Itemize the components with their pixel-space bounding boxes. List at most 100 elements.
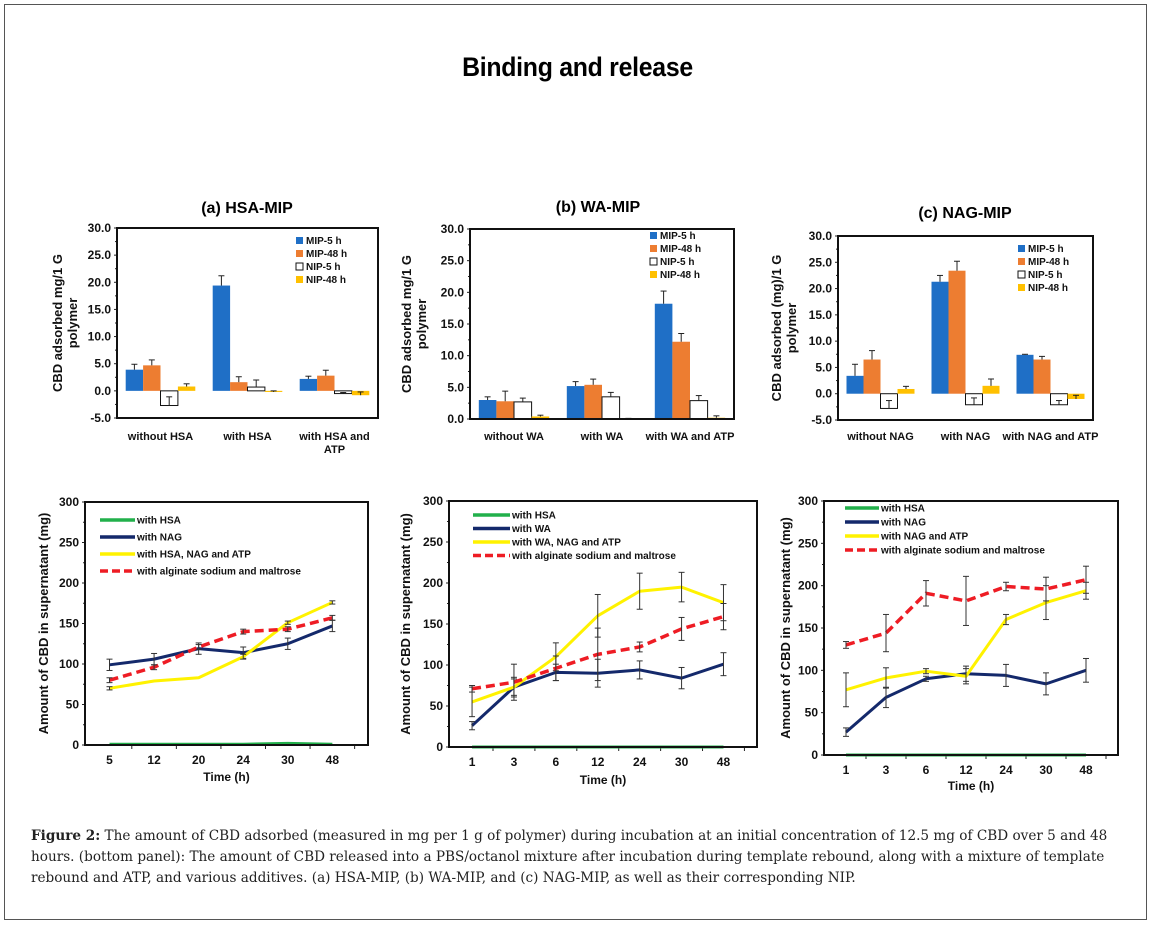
- legend-swatch-mip-48-h: [296, 250, 303, 257]
- bar-mip-5-h: [1016, 354, 1034, 394]
- y-tick-label: 50: [430, 699, 444, 713]
- legend-label: NIP-48 h: [306, 275, 346, 286]
- series-line-with-alginate-sodium-and-maltrose: [109, 616, 333, 682]
- legend-label: with alginate sodium and maltrose: [136, 567, 301, 578]
- x-tick-label: 12: [959, 763, 973, 777]
- x-tick-label: 30: [281, 753, 295, 767]
- y-tick-label: 15.0: [441, 317, 465, 331]
- figure-caption: Figure 2: The amount of CBD adsorbed (me…: [31, 826, 1131, 889]
- legend-label: MIP-5 h: [1028, 244, 1064, 255]
- x-tick-label: 3: [511, 755, 518, 769]
- bar-mip-48-h: [1033, 359, 1051, 394]
- bar-mip-5-h: [931, 281, 949, 394]
- y-tick-label: 25.0: [88, 248, 112, 262]
- y-tick-label: 10.0: [441, 349, 465, 363]
- y-tick-label: 30.0: [441, 222, 465, 236]
- chart-title: (a) HSA-MIP: [201, 200, 293, 217]
- y-tick-label: 200: [798, 579, 818, 593]
- plot-frame: [469, 228, 735, 420]
- y-tick-label: 0.0: [815, 387, 832, 401]
- x-tick-label: 3: [883, 763, 890, 777]
- plot-frame: [823, 500, 1119, 756]
- x-tick-label: 24: [633, 755, 647, 769]
- y-tick-label: 50: [66, 698, 80, 712]
- y-tick-label: 150: [798, 621, 818, 635]
- bar-mip-48-h: [863, 359, 881, 394]
- bar-nip-5-h: [1050, 393, 1068, 406]
- y-axis-label: CBD adsorbed mg/1 G: [399, 255, 414, 393]
- y-tick-label: 5.0: [94, 357, 111, 371]
- legend-swatch-mip-5-h: [650, 232, 657, 239]
- y-tick-label: 20.0: [441, 285, 465, 299]
- x-tick-label: 1: [843, 763, 850, 777]
- y-tick-label: 20.0: [88, 275, 112, 289]
- series-line-with-hsa-nag-and-atp: [109, 601, 333, 690]
- y-tick-label: 0: [811, 748, 818, 762]
- plot-frame: [84, 501, 369, 746]
- legend-label: with WA, NAG and ATP: [511, 538, 621, 549]
- bar-nip-48-h: [177, 386, 196, 391]
- legend-label: with HSA: [511, 511, 556, 522]
- x-category-label: with HSA: [222, 431, 271, 443]
- legend-swatch-nip-48-h: [1018, 284, 1025, 291]
- bar-mip-5-h: [299, 378, 318, 391]
- bar-mip-48-h: [584, 384, 602, 419]
- y-tick-label: 15.0: [809, 308, 833, 322]
- x-category-label: without WA: [483, 431, 544, 443]
- y-tick-label: -5.0: [811, 413, 832, 427]
- y-tick-label: 30.0: [88, 221, 112, 235]
- legend-swatch-nip-5-h: [1017, 270, 1026, 279]
- bar-mip-5-h: [125, 369, 144, 391]
- y-tick-label: 300: [59, 495, 79, 509]
- x-axis-label: Time (h): [948, 779, 994, 793]
- figure-title: Binding and release: [462, 52, 693, 82]
- y-axis-label: polymer: [784, 303, 799, 354]
- legend-label: with WA: [511, 524, 551, 535]
- x-tick-label: 30: [675, 755, 689, 769]
- y-tick-label: 20.0: [809, 282, 833, 296]
- y-tick-label: 25.0: [441, 254, 465, 268]
- y-tick-label: 100: [423, 658, 443, 672]
- legend-label: with HSA: [880, 504, 925, 515]
- x-category-label: with HSA and: [298, 431, 369, 443]
- y-axis-label: CBD adsorbed mg/1 G: [50, 254, 65, 392]
- plot-frame: [448, 500, 758, 748]
- y-tick-label: 0: [436, 740, 443, 754]
- legend-swatch-nip-5-h: [649, 257, 658, 266]
- legend-label: with HSA: [136, 516, 181, 527]
- y-tick-label: 100: [798, 663, 818, 677]
- legend-swatch-mip-5-h: [296, 237, 303, 244]
- x-tick-label: 1: [469, 755, 476, 769]
- legend-label: MIP-48 h: [306, 249, 347, 260]
- bar-mip-48-h: [230, 382, 248, 391]
- x-tick-label: 6: [553, 755, 560, 769]
- x-category-label: with WA and ATP: [645, 431, 735, 443]
- bar-mip-5-h: [846, 375, 864, 394]
- x-axis-label: Time (h): [203, 770, 249, 784]
- bar-nip-48-h: [982, 385, 1000, 394]
- y-tick-label: 50: [805, 706, 819, 720]
- x-tick-label: 12: [147, 753, 161, 767]
- y-axis-label: Amount of CBD in supernatant (mg): [36, 513, 51, 735]
- x-tick-label: 12: [591, 755, 605, 769]
- legend-label: with NAG and ATP: [880, 532, 969, 543]
- legend-label: with alginate sodium and maltrose: [511, 551, 676, 562]
- x-tick-label: 48: [1079, 763, 1093, 777]
- y-tick-label: 150: [423, 617, 443, 631]
- y-tick-label: 25.0: [809, 255, 833, 269]
- y-tick-label: 5.0: [815, 360, 832, 374]
- y-axis-label: polymer: [414, 299, 429, 350]
- legend-label: NIP-5 h: [306, 262, 340, 273]
- chart-title: (c) NAG-MIP: [918, 205, 1012, 222]
- y-tick-label: 250: [59, 536, 79, 550]
- y-tick-label: 150: [59, 617, 79, 631]
- legend-label: with HSA, NAG and ATP: [136, 550, 251, 561]
- y-tick-label: 10.0: [809, 334, 833, 348]
- caption-label: Figure 2:: [31, 828, 101, 844]
